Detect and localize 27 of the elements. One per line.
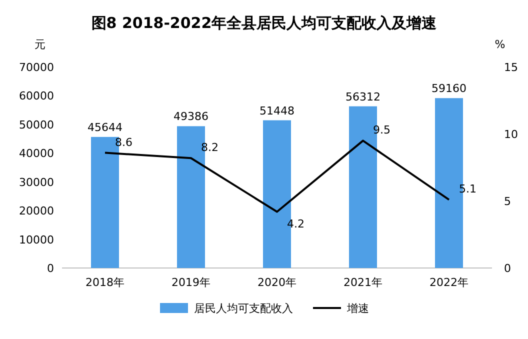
x-tick-label: 2018年 — [86, 276, 124, 289]
y-tick-label: 10000 — [19, 233, 54, 246]
data-label: 59160 — [432, 82, 466, 96]
y2-tick-label: 0 — [504, 262, 511, 275]
data-label: 51448 — [260, 104, 294, 118]
x-tick-label: 2022年 — [430, 276, 468, 289]
x-tick-label: 2019年 — [172, 276, 210, 289]
y-tick-label: 20000 — [19, 204, 54, 218]
data-label: 49386 — [174, 110, 208, 124]
y2-axis-title: % — [494, 38, 506, 51]
legend-label: 居民人均可支配收入 — [194, 302, 293, 315]
chart-title: 图8 2018-2022年全县居民人均可支配收入及增速 — [91, 14, 438, 32]
y-tick-label: 70000 — [19, 61, 54, 74]
x-tick-label: 2021年 — [344, 276, 382, 289]
y-tick-label: 30000 — [19, 176, 54, 189]
y-tick-label: 40000 — [19, 147, 54, 160]
y2-tick-label: 15 — [504, 61, 518, 74]
y-axis-title: 元 — [34, 38, 46, 51]
y2-tick-label: 5 — [504, 195, 511, 208]
y-tick-label: 0 — [47, 262, 54, 275]
data-label: 45644 — [88, 120, 122, 134]
y-tick-label: 50000 — [19, 118, 54, 132]
legend-label: 增速 — [346, 302, 369, 315]
data-label: 56312 — [346, 90, 380, 104]
y-tick-label: 60000 — [19, 90, 54, 103]
x-tick-label: 2020年 — [258, 276, 296, 289]
y2-tick-label: 10 — [504, 128, 518, 141]
